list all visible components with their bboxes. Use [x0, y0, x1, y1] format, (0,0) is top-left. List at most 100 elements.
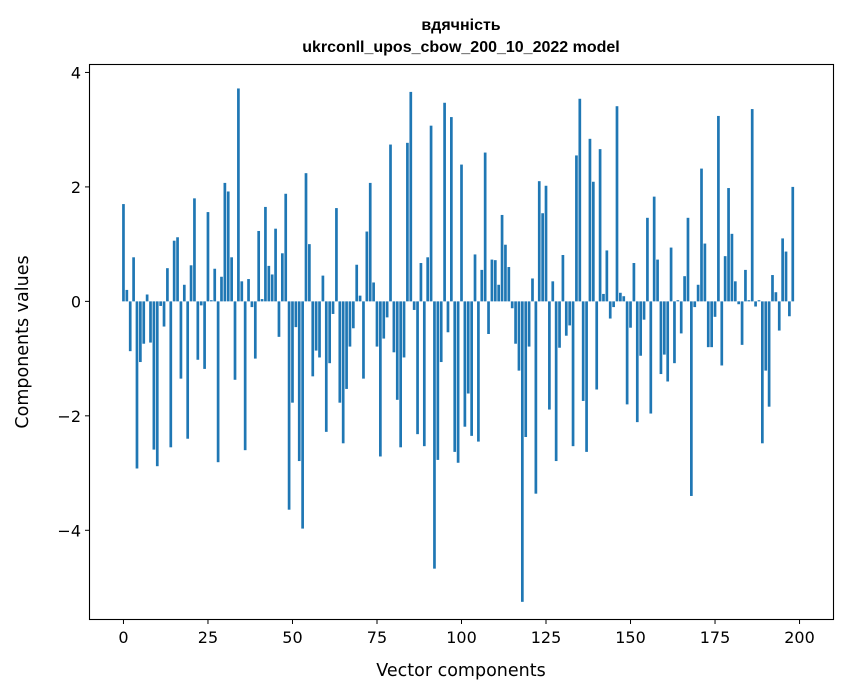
chart-subtitle: ukrconll_upos_cbow_200_10_2022 model — [302, 39, 619, 56]
plot-frame — [88, 63, 835, 621]
bar — [740, 301, 744, 345]
bar — [639, 301, 643, 356]
bar — [500, 214, 504, 302]
bar — [781, 238, 784, 302]
bar — [216, 301, 220, 463]
bar — [122, 204, 125, 302]
bar — [189, 265, 193, 302]
bar — [372, 282, 375, 302]
bar — [223, 182, 227, 302]
bar — [287, 301, 291, 510]
bar — [504, 244, 507, 302]
bar — [304, 173, 308, 302]
bar — [544, 185, 548, 302]
y-tick-label: 2 — [71, 178, 81, 197]
bar — [338, 301, 342, 403]
bar — [784, 251, 788, 302]
bar — [548, 301, 551, 410]
bar — [591, 181, 595, 302]
bar — [723, 256, 727, 302]
bar — [673, 301, 676, 364]
bar — [524, 301, 528, 438]
bar — [615, 106, 619, 302]
bar — [264, 206, 267, 302]
bar — [348, 301, 352, 347]
bar — [561, 255, 565, 302]
bar — [345, 301, 348, 389]
bar — [510, 301, 514, 309]
bar — [774, 292, 778, 302]
bar — [463, 301, 467, 427]
bar — [169, 301, 173, 448]
bar — [690, 301, 693, 496]
bar — [321, 275, 325, 302]
bar — [206, 212, 210, 302]
bar — [267, 265, 271, 302]
bar — [176, 237, 179, 302]
bar — [788, 301, 791, 317]
bar — [700, 168, 703, 302]
bar — [419, 263, 423, 302]
bar — [761, 301, 764, 444]
bar — [429, 125, 433, 302]
x-tick-label: 25 — [198, 628, 218, 647]
bar — [355, 264, 359, 302]
bar — [409, 91, 413, 302]
bar — [412, 301, 416, 310]
bar — [754, 301, 757, 307]
bar — [125, 289, 129, 302]
bar — [422, 301, 426, 447]
bar — [497, 284, 501, 302]
bar — [575, 155, 578, 302]
bar — [186, 301, 190, 439]
bar — [737, 301, 741, 305]
bar — [132, 257, 135, 302]
bar — [564, 301, 568, 336]
bar — [399, 301, 402, 448]
bar — [247, 279, 250, 302]
bar — [490, 259, 494, 302]
x-tick-label: 75 — [367, 628, 387, 647]
x-axis-label: Vector components — [376, 661, 545, 681]
bar — [311, 301, 315, 377]
bar — [477, 301, 480, 442]
bar — [314, 301, 318, 351]
bar — [395, 301, 399, 400]
bar — [571, 301, 575, 447]
x-tick-label: 200 — [784, 628, 815, 647]
bar — [642, 301, 646, 320]
bar — [199, 301, 203, 306]
bar — [284, 193, 288, 302]
bar — [392, 301, 396, 353]
bar — [487, 301, 490, 334]
bar — [135, 301, 139, 469]
bar — [182, 284, 186, 302]
bar — [632, 263, 636, 302]
bar — [595, 301, 599, 390]
bar — [450, 117, 453, 302]
bar — [588, 138, 592, 302]
bar — [568, 301, 572, 326]
bar — [619, 292, 622, 302]
bar — [277, 301, 281, 337]
bar — [233, 301, 237, 380]
bar — [270, 274, 274, 302]
bar — [253, 301, 257, 359]
bar — [443, 102, 446, 302]
bar — [507, 267, 511, 302]
bar — [240, 281, 244, 302]
bar — [791, 186, 795, 302]
bar — [402, 301, 406, 358]
bar — [142, 301, 146, 344]
bar — [551, 281, 555, 302]
bar — [318, 301, 321, 358]
bar — [666, 301, 670, 382]
bar — [365, 231, 369, 302]
bar — [612, 301, 615, 308]
bar — [280, 253, 284, 302]
x-tick-label: 0 — [118, 628, 128, 647]
bar — [152, 301, 156, 450]
bar — [514, 301, 517, 344]
bar — [480, 269, 484, 302]
bar — [473, 254, 477, 302]
